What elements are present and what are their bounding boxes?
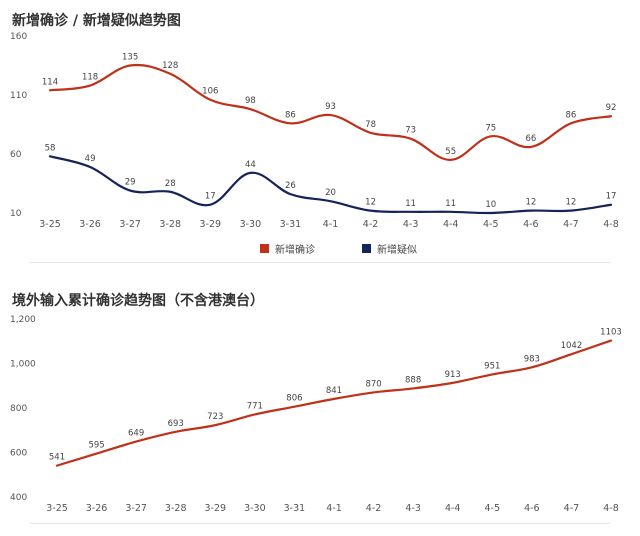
chart1-title: 新增确诊 / 新增疑似趋势图 — [12, 13, 181, 29]
chart2-series1-data-label: 649 — [128, 429, 144, 439]
chart2-series1-data-label: 771 — [247, 401, 263, 411]
chart2-ytick-label: 1,000 — [10, 360, 36, 370]
chart2-series1-data-label: 595 — [88, 441, 104, 451]
chart2-series1-data-label: 806 — [286, 394, 302, 404]
chart1-series2-data-label: 12 — [525, 198, 536, 208]
chart2-xtick-label: 4-6 — [524, 503, 540, 514]
chart2-xtick-label: 3-30 — [244, 503, 266, 514]
chart2-bottom-divider — [30, 523, 610, 524]
chart1-series1-data-label: 86 — [285, 110, 296, 120]
chart2-series1-data-label: 913 — [445, 370, 461, 380]
chart1-series2-data-label: 12 — [365, 198, 376, 208]
chart1-ytick-label: 160 — [10, 32, 27, 42]
legend-swatch-confirmed — [260, 244, 269, 253]
chart1-ytick-label: 10 — [10, 209, 22, 219]
chart1-series1-data-label: 118 — [82, 73, 98, 83]
chart1-series1-data-label: 66 — [525, 134, 536, 144]
chart2-series1-data-label: 693 — [168, 419, 184, 429]
chart2-series1-data-label: 1042 — [561, 341, 583, 351]
chart1-series2-data-label: 26 — [285, 181, 296, 191]
chart1-series1-data-label: 106 — [202, 87, 218, 97]
chart1-series2-data-label: 58 — [45, 143, 56, 153]
chart1-series1-data-label: 73 — [405, 126, 416, 136]
chart1-series1-data-label: 92 — [606, 103, 617, 113]
chart1-series1-data-label: 75 — [485, 123, 496, 133]
chart1-xtick-label: 3-25 — [39, 219, 61, 230]
legend-item-suspected[interactable]: 新增疑似 — [362, 241, 417, 256]
chart1-ytick-label: 110 — [10, 91, 27, 101]
chart2-xtick-label: 4-3 — [405, 503, 421, 514]
chart2-xtick-label: 3-26 — [86, 503, 108, 514]
chart2-xtick-label: 3-31 — [284, 503, 306, 514]
chart1-series2-line — [48, 155, 613, 215]
chart2-xtick-label: 4-5 — [485, 503, 501, 514]
chart1-xtick-label: 4-5 — [483, 219, 499, 230]
chart2-series1-data-label: 951 — [484, 361, 500, 371]
chart1-series2-data-label: 12 — [566, 198, 577, 208]
chart1-xtick-label: 3-28 — [159, 219, 181, 230]
chart1-xtick-label: 4-3 — [403, 219, 419, 230]
chart1-xtick-label: 3-27 — [119, 219, 141, 230]
chart2-ytick-label: 1,200 — [10, 315, 36, 325]
chart1-xtick-label: 4-1 — [323, 219, 339, 230]
chart1-xtick-label: 3-30 — [240, 219, 262, 230]
chart1-xtick-label: 4-2 — [363, 219, 379, 230]
chart1-series2-data-label: 29 — [125, 178, 136, 188]
chart2-title: 境外输入累计确诊趋势图（不含港澳台） — [12, 293, 264, 309]
chart1-series1-data-label: 114 — [42, 77, 58, 87]
chart2-xtick-label: 4-4 — [445, 503, 461, 514]
chart1-series2-data-label: 17 — [205, 192, 216, 202]
chart2-xtick-label: 3-28 — [165, 503, 187, 514]
chart1-xtick-label: 4-6 — [523, 219, 539, 230]
chart2-ytick-label: 600 — [10, 449, 27, 459]
chart2-xtick-label: 3-29 — [205, 503, 227, 514]
chart2-series1-data-label: 983 — [524, 354, 540, 364]
chart1-series1-data-label: 128 — [162, 61, 178, 71]
chart2-series1-data-label: 841 — [326, 386, 342, 396]
chart1-xtick-label: 4-8 — [603, 219, 619, 230]
chart1-series1-data-label: 93 — [325, 102, 336, 112]
chart1-series2-data-label: 20 — [325, 188, 336, 198]
chart1-series1-data-label: 98 — [245, 96, 256, 106]
chart1-series2-data-label: 28 — [165, 179, 176, 189]
chart1-series2-data-label: 44 — [245, 160, 256, 170]
chart1-xtick-label: 3-26 — [79, 219, 101, 230]
chart1-series1-data-label: 55 — [445, 147, 456, 157]
chart2-series1-data-label: 870 — [365, 379, 381, 389]
chart1-series1-data-label: 86 — [566, 110, 577, 120]
chart1-xtick-label: 4-7 — [563, 219, 579, 230]
chart1-series1-data-label: 78 — [365, 120, 376, 130]
chart2-series1-data-label: 723 — [207, 412, 223, 422]
chart1-series1-line — [48, 63, 613, 162]
chart2-xtick-label: 4-7 — [564, 503, 580, 514]
chart1-xtick-label: 4-4 — [443, 219, 459, 230]
chart1-series2-data-label: 10 — [485, 200, 496, 210]
chart2-series1-data-label: 1103 — [600, 328, 622, 338]
chart1-xtick-label: 3-29 — [200, 219, 222, 230]
chart2-xtick-label: 3-27 — [125, 503, 147, 514]
chart2-xtick-label: 4-8 — [603, 503, 619, 514]
chart1-bottom-divider — [30, 262, 610, 263]
chart2-xtick-label: 4-2 — [366, 503, 382, 514]
chart1-xtick-label: 3-31 — [280, 219, 302, 230]
chart1-series2-data-label: 49 — [85, 154, 96, 164]
legend-label-suspected: 新增疑似 — [377, 245, 417, 256]
legend-label-confirmed: 新增确诊 — [275, 245, 315, 256]
chart1-ytick-label: 60 — [10, 150, 22, 160]
chart2-ytick-label: 400 — [10, 493, 27, 503]
chart1-series2-data-label: 11 — [445, 199, 456, 209]
chart2-ytick-label: 800 — [10, 404, 27, 414]
chart1-series1-data-label: 135 — [122, 53, 138, 63]
chart1-series2-data-label: 17 — [606, 192, 617, 202]
chart2-series1-data-label: 888 — [405, 375, 421, 385]
legend-swatch-suspected — [362, 244, 371, 253]
chart1-series2-data-label: 11 — [405, 199, 416, 209]
chart2-series1-line — [55, 339, 613, 467]
legend-item-confirmed[interactable]: 新增确诊 — [260, 241, 315, 256]
chart2-series1-data-label: 541 — [49, 453, 65, 463]
chart2-xtick-label: 4-1 — [326, 503, 342, 514]
chart2-xtick-label: 3-25 — [46, 503, 68, 514]
